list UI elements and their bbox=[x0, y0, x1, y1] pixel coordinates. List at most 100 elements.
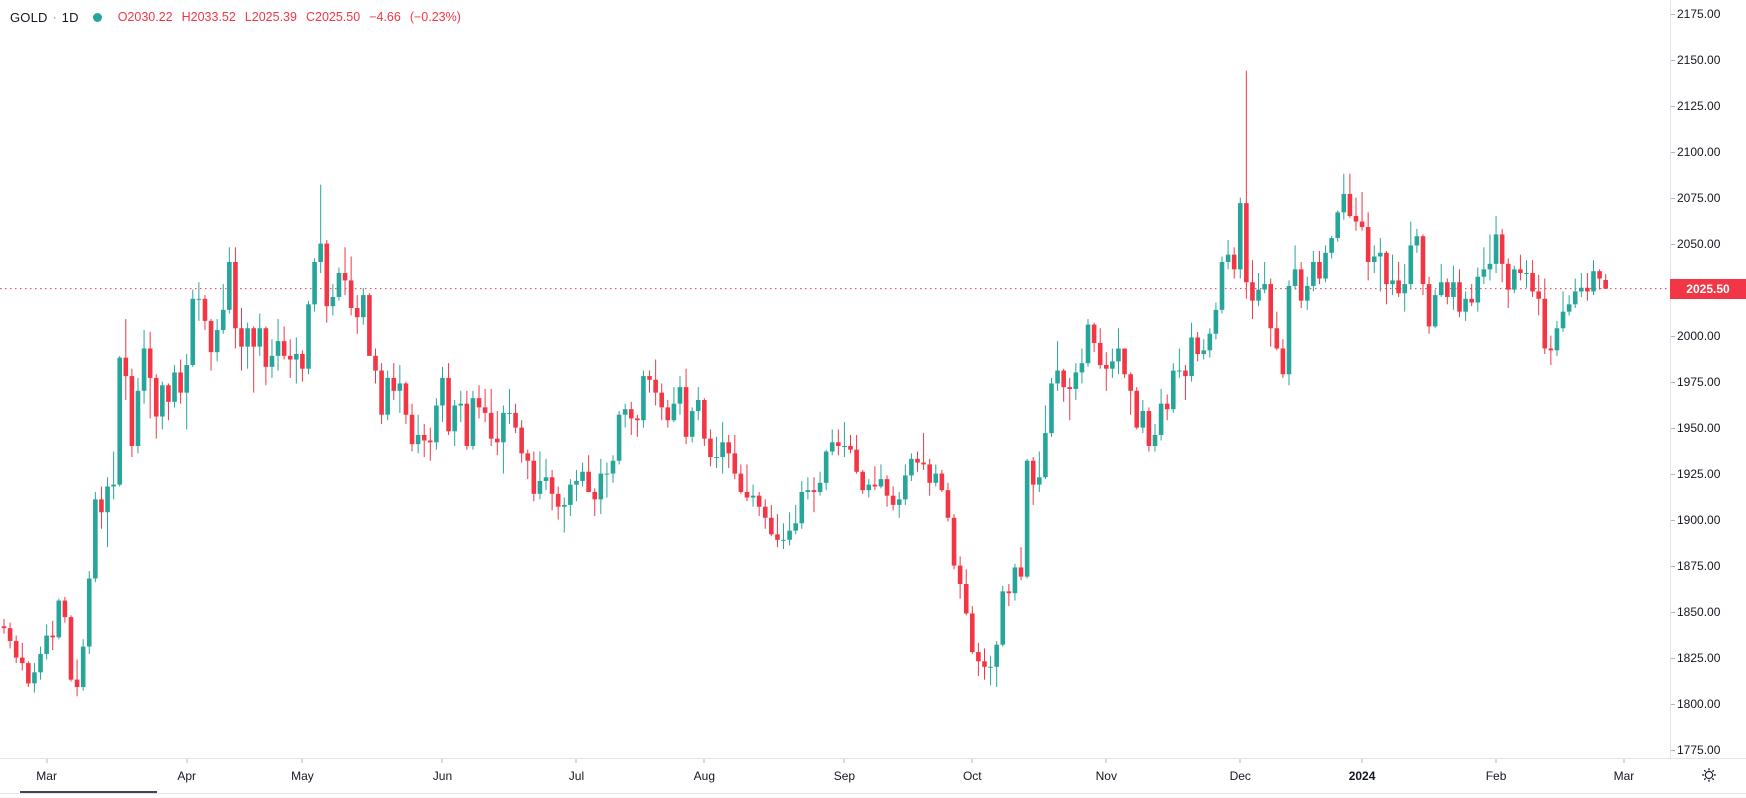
candle[interactable] bbox=[1250, 260, 1255, 320]
candle[interactable] bbox=[677, 376, 683, 415]
candle[interactable] bbox=[628, 401, 634, 435]
candle[interactable] bbox=[756, 492, 762, 516]
candle[interactable] bbox=[415, 414, 421, 454]
candle[interactable] bbox=[1256, 273, 1261, 307]
candle[interactable] bbox=[927, 458, 932, 496]
candle[interactable] bbox=[452, 400, 457, 446]
chart-pane[interactable] bbox=[0, 0, 1670, 758]
candle[interactable] bbox=[269, 339, 275, 378]
candle[interactable] bbox=[470, 390, 476, 450]
candle[interactable] bbox=[860, 469, 865, 494]
candle[interactable] bbox=[836, 429, 841, 456]
candle[interactable] bbox=[714, 436, 719, 469]
candle[interactable] bbox=[501, 405, 506, 474]
candle[interactable] bbox=[531, 451, 537, 502]
candle[interactable] bbox=[233, 247, 238, 349]
candle[interactable] bbox=[1353, 197, 1359, 231]
candle[interactable] bbox=[665, 400, 671, 428]
candle[interactable] bbox=[1219, 256, 1225, 314]
candle[interactable] bbox=[525, 449, 531, 480]
candle[interactable] bbox=[1579, 273, 1584, 297]
candle[interactable] bbox=[19, 642, 25, 671]
candle[interactable] bbox=[7, 622, 13, 649]
candle[interactable] bbox=[306, 300, 311, 375]
candle[interactable] bbox=[129, 368, 135, 458]
candle[interactable] bbox=[93, 492, 98, 583]
candle[interactable] bbox=[750, 484, 756, 507]
candle[interactable] bbox=[257, 313, 263, 356]
candle[interactable] bbox=[769, 504, 774, 537]
candle[interactable] bbox=[488, 388, 494, 446]
candle[interactable] bbox=[397, 365, 403, 413]
candle[interactable] bbox=[160, 381, 165, 430]
candle[interactable] bbox=[1, 618, 7, 634]
candle[interactable] bbox=[1365, 212, 1371, 281]
candle[interactable] bbox=[1585, 273, 1590, 301]
candle[interactable] bbox=[1201, 339, 1207, 360]
candle[interactable] bbox=[123, 319, 129, 400]
chart-settings-button[interactable] bbox=[1695, 762, 1723, 788]
candle[interactable] bbox=[842, 422, 847, 458]
candle[interactable] bbox=[762, 499, 768, 529]
candle[interactable] bbox=[1384, 250, 1389, 305]
candle[interactable] bbox=[720, 422, 725, 474]
candle[interactable] bbox=[1335, 210, 1341, 242]
interval-label[interactable]: 1D bbox=[61, 9, 79, 25]
candle[interactable] bbox=[823, 449, 829, 491]
candle[interactable] bbox=[446, 363, 451, 435]
candle[interactable] bbox=[909, 453, 914, 481]
candle[interactable] bbox=[641, 370, 646, 428]
candle[interactable] bbox=[287, 339, 293, 378]
candle[interactable] bbox=[598, 458, 604, 515]
candle[interactable] bbox=[829, 429, 835, 456]
candle[interactable] bbox=[884, 475, 890, 507]
candle[interactable] bbox=[38, 646, 43, 680]
candle[interactable] bbox=[671, 387, 677, 423]
candle[interactable] bbox=[239, 308, 244, 371]
candle[interactable] bbox=[568, 479, 573, 516]
candle[interactable] bbox=[1451, 265, 1456, 310]
candle[interactable] bbox=[622, 403, 628, 428]
candle[interactable] bbox=[1195, 331, 1200, 362]
candle[interactable] bbox=[970, 606, 975, 654]
candle[interactable] bbox=[300, 350, 305, 382]
candle[interactable] bbox=[781, 523, 786, 550]
candle[interactable] bbox=[44, 624, 49, 660]
candle[interactable] bbox=[494, 411, 500, 456]
candle[interactable] bbox=[610, 455, 616, 483]
candle[interactable] bbox=[1030, 457, 1036, 505]
candle[interactable] bbox=[689, 407, 695, 443]
candle[interactable] bbox=[367, 293, 372, 356]
candle[interactable] bbox=[543, 458, 549, 491]
candle[interactable] bbox=[26, 661, 31, 688]
candle[interactable] bbox=[592, 488, 598, 516]
candle[interactable] bbox=[147, 331, 153, 419]
candle[interactable] bbox=[1311, 250, 1316, 292]
candle[interactable] bbox=[342, 247, 348, 296]
candle[interactable] bbox=[1481, 247, 1487, 285]
candle[interactable] bbox=[1298, 262, 1304, 308]
candle[interactable] bbox=[178, 359, 183, 404]
candle[interactable] bbox=[1505, 258, 1511, 308]
candle[interactable] bbox=[1499, 228, 1505, 283]
candle[interactable] bbox=[653, 359, 658, 406]
candle[interactable] bbox=[330, 284, 336, 316]
symbol-name[interactable]: GOLD bbox=[10, 9, 48, 25]
candle[interactable] bbox=[945, 482, 951, 522]
candle[interactable] bbox=[294, 337, 299, 384]
candle[interactable] bbox=[227, 247, 232, 314]
candle[interactable] bbox=[1347, 173, 1353, 218]
candle[interactable] bbox=[994, 641, 999, 688]
candle[interactable] bbox=[1183, 365, 1188, 400]
candle[interactable] bbox=[421, 423, 427, 458]
candle[interactable] bbox=[281, 326, 287, 360]
candle[interactable] bbox=[1122, 348, 1127, 378]
candle[interactable] bbox=[939, 469, 945, 492]
candle[interactable] bbox=[428, 427, 433, 461]
candle[interactable] bbox=[196, 282, 202, 321]
candle[interactable] bbox=[464, 390, 470, 450]
candle[interactable] bbox=[1158, 388, 1164, 441]
candle[interactable] bbox=[440, 366, 445, 423]
candle[interactable] bbox=[988, 655, 993, 686]
candle[interactable] bbox=[933, 464, 939, 487]
